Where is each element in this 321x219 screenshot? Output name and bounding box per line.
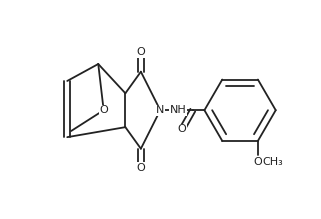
Text: O: O [99, 105, 108, 115]
Text: O: O [136, 163, 145, 173]
Text: NH: NH [170, 105, 187, 115]
Text: O: O [136, 48, 145, 57]
Text: N: N [156, 105, 164, 115]
Text: O: O [254, 157, 262, 168]
Text: O: O [178, 124, 186, 134]
Text: CH₃: CH₃ [263, 157, 283, 168]
